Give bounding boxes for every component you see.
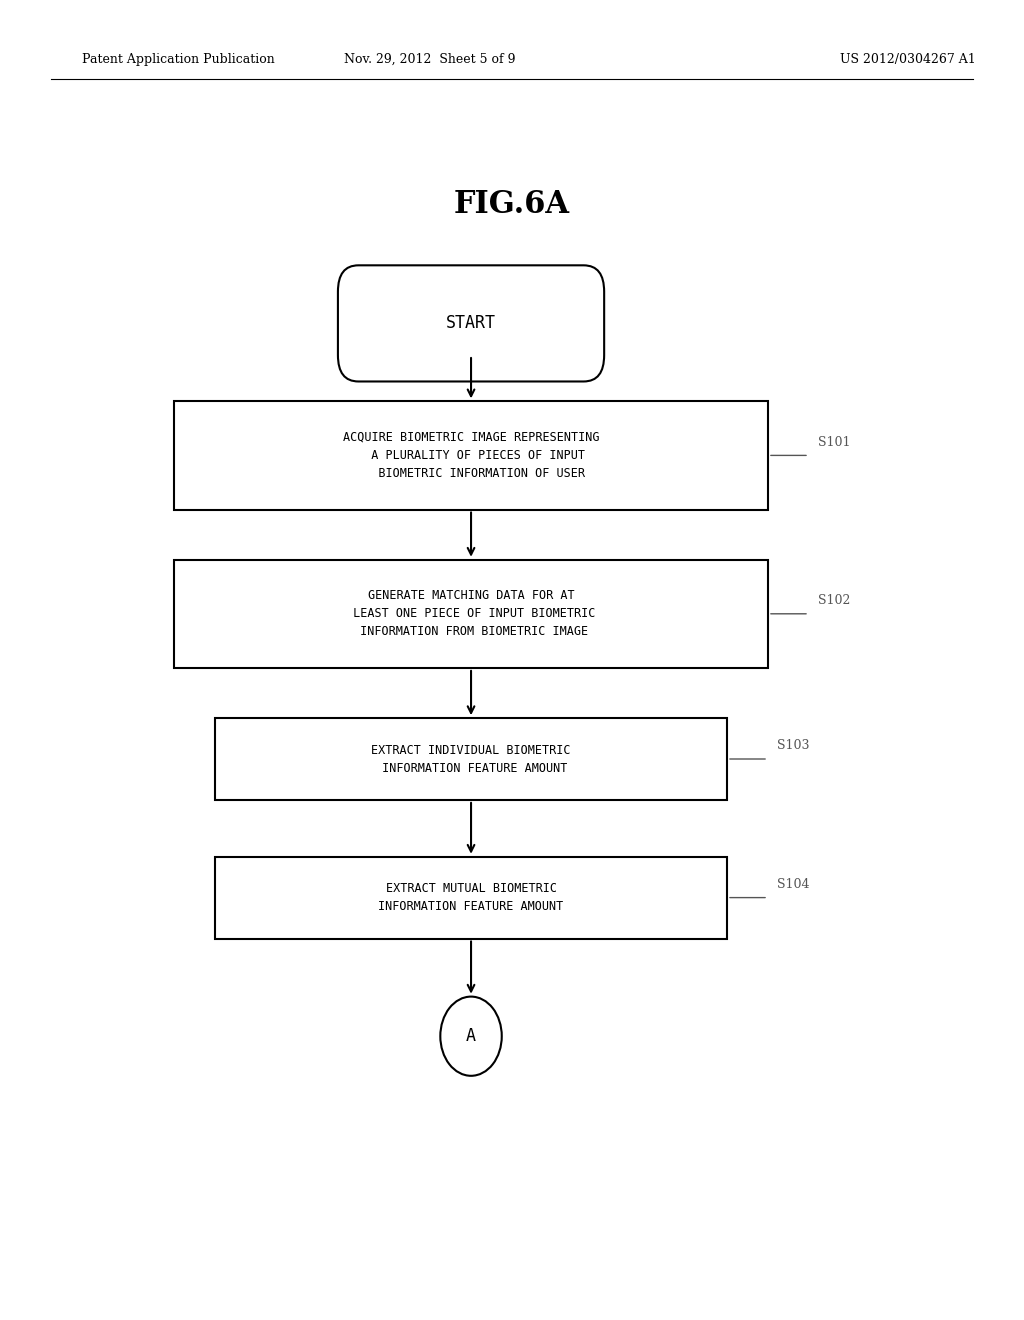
- Text: A: A: [466, 1027, 476, 1045]
- Text: GENERATE MATCHING DATA FOR AT
 LEAST ONE PIECE OF INPUT BIOMETRIC
 INFORMATION F: GENERATE MATCHING DATA FOR AT LEAST ONE …: [346, 589, 596, 639]
- Text: S104: S104: [777, 878, 810, 891]
- Text: S103: S103: [777, 739, 810, 752]
- Text: Nov. 29, 2012  Sheet 5 of 9: Nov. 29, 2012 Sheet 5 of 9: [344, 53, 516, 66]
- Text: EXTRACT INDIVIDUAL BIOMETRIC
 INFORMATION FEATURE AMOUNT: EXTRACT INDIVIDUAL BIOMETRIC INFORMATION…: [372, 743, 570, 775]
- FancyBboxPatch shape: [338, 265, 604, 381]
- Text: ACQUIRE BIOMETRIC IMAGE REPRESENTING
  A PLURALITY OF PIECES OF INPUT
   BIOMETR: ACQUIRE BIOMETRIC IMAGE REPRESENTING A P…: [343, 430, 599, 480]
- FancyBboxPatch shape: [215, 718, 727, 800]
- FancyBboxPatch shape: [215, 857, 727, 939]
- FancyBboxPatch shape: [174, 560, 768, 668]
- Text: S102: S102: [818, 594, 851, 607]
- Text: EXTRACT MUTUAL BIOMETRIC
INFORMATION FEATURE AMOUNT: EXTRACT MUTUAL BIOMETRIC INFORMATION FEA…: [379, 882, 563, 913]
- FancyBboxPatch shape: [174, 401, 768, 510]
- Text: START: START: [446, 314, 496, 333]
- Circle shape: [440, 997, 502, 1076]
- Text: Patent Application Publication: Patent Application Publication: [82, 53, 274, 66]
- Text: S101: S101: [818, 436, 851, 449]
- Text: FIG.6A: FIG.6A: [454, 189, 570, 220]
- Text: US 2012/0304267 A1: US 2012/0304267 A1: [840, 53, 976, 66]
